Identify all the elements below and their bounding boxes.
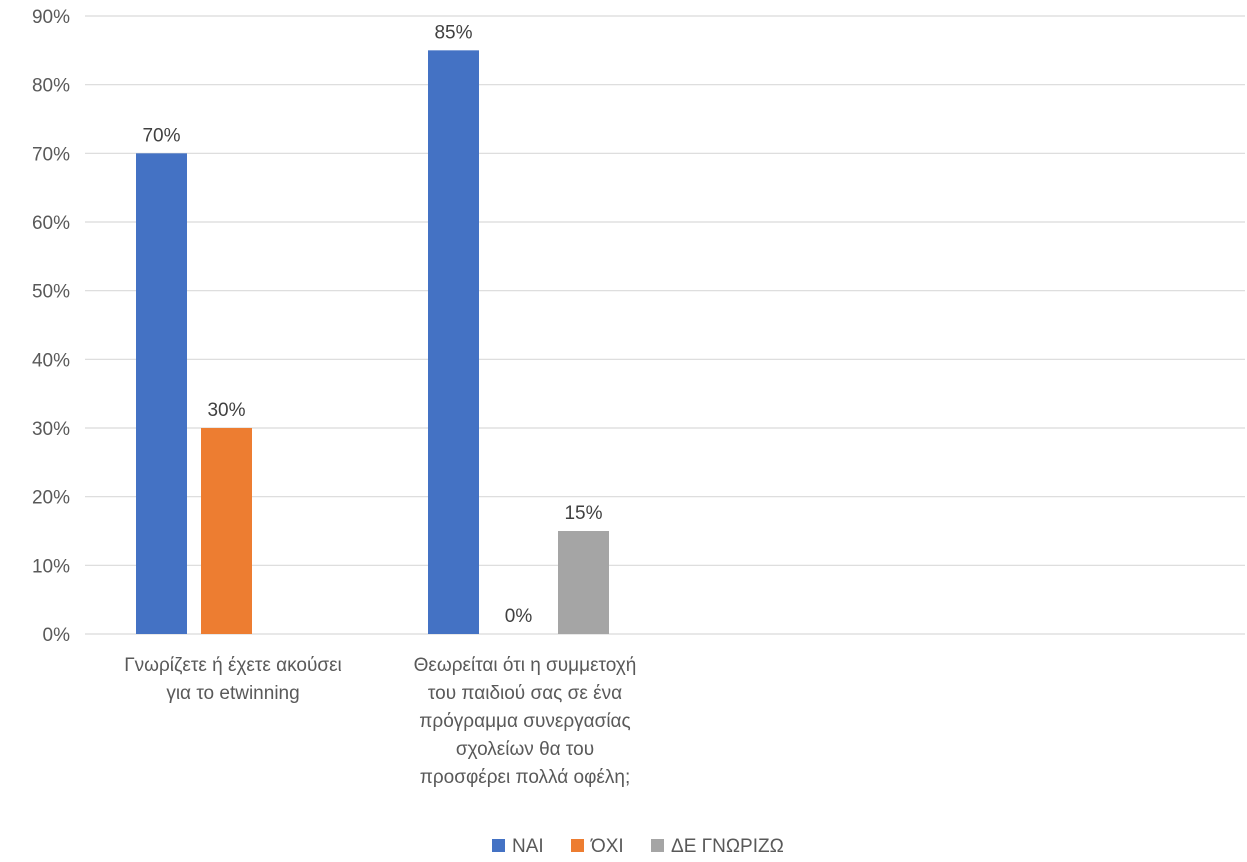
y-tick-label: 0% (43, 625, 71, 646)
category-label: σχολείων θα του (456, 739, 594, 760)
legend-swatch (492, 839, 505, 852)
y-tick-label: 70% (32, 144, 70, 165)
category-label: για το etwinning (166, 683, 299, 704)
legend-label: ΝΑΙ (512, 836, 544, 857)
bar (201, 428, 252, 634)
bar (428, 50, 479, 635)
category-label: πρόγραμμα συνεργασίας (419, 711, 630, 732)
category-label: Θεωρείται ότι η συμμετοχή (414, 655, 637, 676)
bar (558, 531, 609, 634)
y-tick-label: 90% (32, 7, 70, 28)
data-label: 30% (207, 400, 245, 421)
legend-label: ΔΕ ΓΝΩΡΙΖΩ (671, 836, 784, 857)
category-label: Γνωρίζετε ή έχετε ακούσει (124, 655, 342, 676)
data-label: 70% (142, 125, 180, 146)
bar (136, 153, 187, 635)
y-tick-label: 60% (32, 213, 70, 234)
y-tick-label: 30% (32, 419, 70, 440)
category-label: του παιδιού σας σε ένα (428, 683, 622, 704)
y-tick-label: 10% (32, 556, 70, 577)
legend-swatch (571, 839, 584, 852)
y-tick-label: 20% (32, 488, 70, 509)
y-tick-label: 50% (32, 282, 70, 303)
legend-swatch (651, 839, 664, 852)
y-tick-label: 40% (32, 350, 70, 371)
legend-label: ΌΧΙ (590, 836, 624, 857)
y-tick-label: 80% (32, 76, 70, 97)
data-label: 0% (505, 606, 533, 627)
data-label: 85% (434, 22, 472, 43)
data-label: 15% (564, 503, 602, 524)
category-label: προσφέρει πολλά οφέλη; (420, 767, 631, 788)
